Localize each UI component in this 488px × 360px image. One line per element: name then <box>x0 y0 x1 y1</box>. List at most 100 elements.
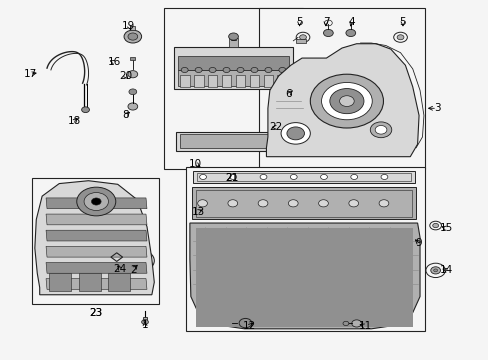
Text: 3: 3 <box>433 103 440 113</box>
Circle shape <box>260 175 266 180</box>
Bar <box>193 171 414 183</box>
Circle shape <box>237 67 244 73</box>
Circle shape <box>374 126 386 134</box>
Circle shape <box>136 280 143 285</box>
Text: 11: 11 <box>358 321 371 331</box>
Circle shape <box>278 67 285 73</box>
Bar <box>130 26 135 30</box>
Circle shape <box>432 224 438 228</box>
Circle shape <box>77 187 116 216</box>
Bar <box>32 178 159 304</box>
Polygon shape <box>35 181 154 295</box>
Circle shape <box>380 175 387 180</box>
Circle shape <box>348 200 358 207</box>
Text: 23: 23 <box>89 308 102 318</box>
Circle shape <box>396 35 403 40</box>
Circle shape <box>329 89 363 114</box>
Circle shape <box>81 107 89 113</box>
Text: 1: 1 <box>142 320 148 330</box>
Bar <box>195 228 412 327</box>
Circle shape <box>339 96 353 107</box>
Text: 21: 21 <box>225 173 239 183</box>
Bar <box>259 8 424 169</box>
Circle shape <box>131 254 148 267</box>
Bar <box>263 75 273 87</box>
Bar <box>195 190 411 217</box>
Circle shape <box>227 200 237 207</box>
Circle shape <box>342 321 348 325</box>
Circle shape <box>378 200 388 207</box>
Bar <box>207 75 217 87</box>
Circle shape <box>199 175 206 180</box>
Circle shape <box>197 200 207 207</box>
Circle shape <box>433 269 437 272</box>
Bar <box>142 317 147 320</box>
Circle shape <box>223 67 229 73</box>
Bar <box>108 273 130 291</box>
Bar <box>277 75 286 87</box>
Circle shape <box>350 175 357 180</box>
Text: 16: 16 <box>107 57 121 67</box>
Bar <box>49 273 71 291</box>
Text: 2: 2 <box>130 265 136 275</box>
Bar <box>176 132 273 151</box>
Circle shape <box>129 89 137 95</box>
Bar <box>180 134 269 148</box>
Bar <box>137 278 142 281</box>
Circle shape <box>258 200 267 207</box>
Polygon shape <box>46 246 147 257</box>
Circle shape <box>91 198 101 205</box>
Polygon shape <box>266 44 418 157</box>
Text: 23: 23 <box>89 308 102 318</box>
Text: 8: 8 <box>122 111 128 121</box>
Circle shape <box>142 319 148 324</box>
Bar <box>295 40 306 43</box>
Circle shape <box>264 67 271 73</box>
Bar <box>249 75 259 87</box>
Circle shape <box>209 67 216 73</box>
Text: 22: 22 <box>269 122 282 132</box>
Bar <box>197 173 410 181</box>
Circle shape <box>181 67 188 73</box>
Ellipse shape <box>237 137 256 146</box>
Circle shape <box>128 71 138 78</box>
Circle shape <box>320 175 327 180</box>
Text: 20: 20 <box>119 71 132 81</box>
Circle shape <box>430 267 440 274</box>
Text: 5: 5 <box>399 17 406 27</box>
Text: 14: 14 <box>439 265 452 275</box>
Text: 6: 6 <box>285 89 291 99</box>
Circle shape <box>321 82 371 120</box>
Circle shape <box>195 67 202 73</box>
Bar <box>235 75 245 87</box>
Polygon shape <box>46 279 147 289</box>
Circle shape <box>128 33 138 40</box>
Bar <box>191 187 415 220</box>
Polygon shape <box>46 230 147 241</box>
Circle shape <box>369 122 391 138</box>
Bar <box>193 75 203 87</box>
Circle shape <box>84 193 108 211</box>
Circle shape <box>229 175 236 180</box>
Text: 10: 10 <box>189 159 202 169</box>
Bar <box>177 70 289 86</box>
Text: 5: 5 <box>296 17 302 27</box>
Bar <box>130 57 135 60</box>
Circle shape <box>288 200 298 207</box>
Bar <box>228 39 238 47</box>
Ellipse shape <box>178 137 198 146</box>
Circle shape <box>318 200 328 207</box>
Circle shape <box>124 30 142 43</box>
Polygon shape <box>189 223 419 329</box>
Bar <box>79 273 101 291</box>
Text: 12: 12 <box>242 321 256 331</box>
Bar <box>163 8 303 169</box>
Circle shape <box>345 30 355 37</box>
Circle shape <box>228 33 238 40</box>
Polygon shape <box>46 214 147 225</box>
Circle shape <box>351 320 361 327</box>
Circle shape <box>281 123 310 144</box>
Bar <box>185 167 424 330</box>
Text: 13: 13 <box>191 207 204 217</box>
Bar <box>177 55 289 70</box>
